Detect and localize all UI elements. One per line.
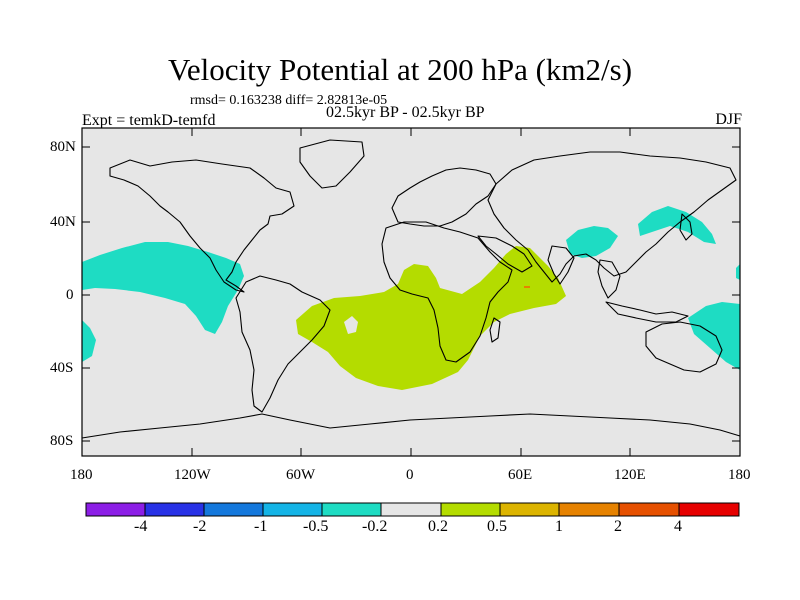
y-tick-marks — [82, 146, 740, 442]
colorbar-box-0 — [85, 502, 146, 517]
x-tick-label: 180 — [70, 467, 93, 483]
anomaly-east-edge — [736, 264, 740, 280]
coast-antarctica — [81, 413, 741, 439]
colorbar-box-3 — [262, 502, 323, 517]
x-tick-label: 120E — [614, 467, 646, 483]
colorbar-label: -0.2 — [362, 518, 388, 535]
anomaly-hole — [344, 316, 358, 334]
colorbar-label: 4 — [674, 518, 682, 535]
season-label: DJF — [715, 111, 742, 128]
negative-anomaly-regions — [82, 206, 740, 370]
y-tick-label: 80N — [50, 139, 76, 155]
coast-japan — [679, 213, 693, 241]
x-tick-marks — [81, 128, 631, 456]
colorbar-box-2 — [203, 502, 264, 517]
x-tick-label: 180 — [728, 467, 751, 483]
colorbar-label: -0.5 — [303, 518, 329, 535]
x-tick-label: 120W — [174, 467, 211, 483]
hotspot-mark — [524, 286, 530, 288]
coast-arabia — [477, 235, 533, 273]
colorbar-box-7 — [499, 502, 560, 517]
colorbar-box-1 — [144, 502, 205, 517]
y-tick-label: 40N — [50, 214, 76, 230]
x-tick-label: 60E — [508, 467, 533, 483]
coastlines — [81, 139, 741, 439]
hotspot-marks — [524, 286, 530, 288]
anomaly-bay-of-bengal — [566, 226, 618, 258]
anomaly-pacific-west-edge — [82, 320, 96, 362]
map-title: Velocity Potential at 200 hPa (km2/s) — [167, 52, 633, 87]
coast-asia — [487, 151, 737, 283]
anomaly-australia-east — [688, 302, 740, 370]
coast-indonesia — [605, 301, 689, 323]
coast-south-america — [235, 275, 331, 413]
colorbar-label: 1 — [555, 518, 563, 535]
colorbar-label: -4 — [134, 518, 148, 535]
y-tick-label: 40S — [50, 360, 74, 376]
colorbar-label: -1 — [254, 518, 268, 535]
colorbar — [85, 502, 740, 517]
colorbar-box-5 — [380, 502, 442, 517]
colorbar-label: -2 — [193, 518, 207, 535]
colorbar-label: 2 — [614, 518, 622, 535]
colorbar-label: 0.2 — [428, 518, 448, 535]
x-tick-label: 0 — [406, 467, 414, 483]
colorbar-box-10 — [678, 502, 740, 517]
period-label: 02.5kyr BP - 02.5kyr BP — [326, 104, 485, 121]
colorbar-box-8 — [558, 502, 620, 517]
coast-greenland — [299, 139, 365, 189]
colorbar-box-4 — [321, 502, 382, 517]
y-tick-label: 0 — [66, 287, 74, 303]
anomaly-africa-indian-ocean — [296, 246, 566, 390]
coast-indochina — [597, 259, 621, 299]
x-tick-label: 60W — [286, 467, 316, 483]
experiment-label: Expt = temkD-temfd — [82, 112, 216, 129]
colorbar-box-6 — [440, 502, 501, 517]
stats-subtitle: rmsd= 0.163238 diff= 2.82813e-05 — [190, 93, 388, 108]
coast-north-america — [109, 159, 295, 293]
colorbar-label: 0.5 — [487, 518, 507, 535]
coast-madagascar — [489, 317, 501, 343]
coast-india — [547, 245, 575, 285]
colorbar-box-9 — [618, 502, 680, 517]
coast-australia — [645, 321, 723, 373]
y-tick-label: 80S — [50, 433, 74, 449]
coast-africa — [381, 221, 513, 363]
anomaly-east-pacific — [82, 242, 244, 334]
